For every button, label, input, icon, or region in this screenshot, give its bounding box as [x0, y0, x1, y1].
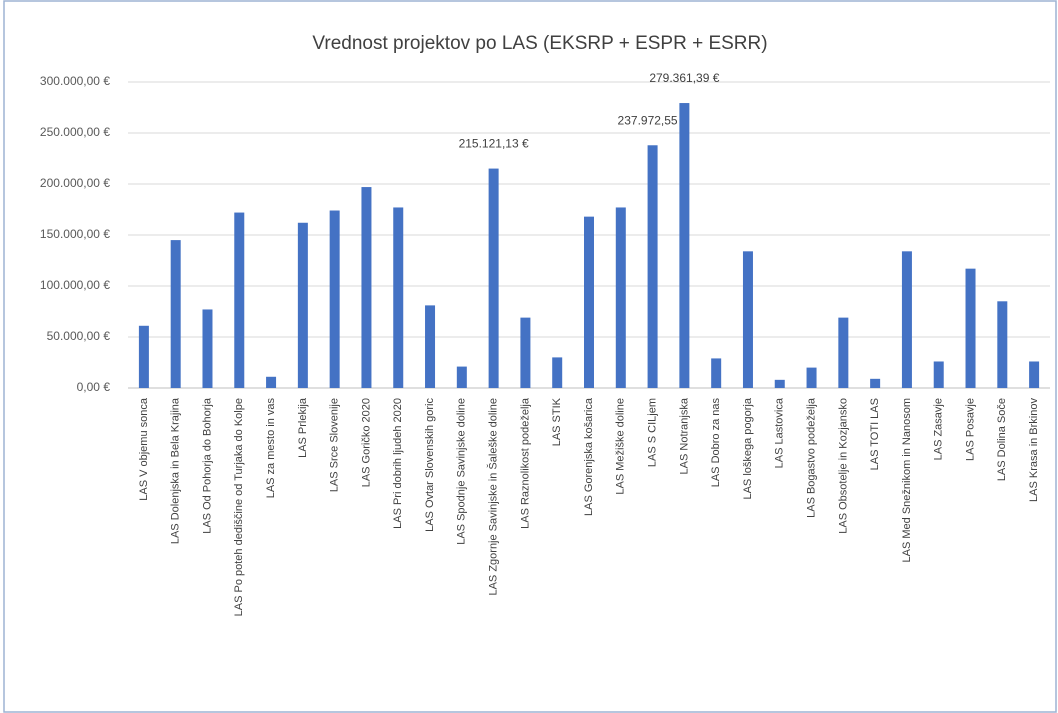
- bar: [965, 268, 976, 388]
- bar: [1029, 361, 1040, 388]
- x-tick-label: LAS Spodnje Savinjske doline: [456, 398, 468, 545]
- x-tick-label: LAS STIK: [551, 397, 563, 446]
- x-tick-label: LAS Od Pohorja do Bohorja: [201, 397, 213, 534]
- x-tick-label: LAS Dobro za nas: [710, 398, 722, 488]
- bar: [297, 222, 308, 388]
- bar: [552, 357, 563, 388]
- y-tick-label: 200.000,00 €: [40, 176, 110, 190]
- bar: [520, 317, 531, 388]
- bar: [425, 305, 436, 388]
- x-tick-label: LAS Posavje: [964, 398, 976, 461]
- y-tick-label: 100.000,00 €: [40, 278, 110, 292]
- x-tick-label: LAS Zasavje: [933, 398, 945, 460]
- data-label: 279.361,39 €: [649, 71, 719, 85]
- bar: [647, 145, 658, 388]
- bar: [361, 187, 372, 388]
- y-tick-label: 50.000,00 €: [47, 329, 111, 343]
- x-tick-label: LAS Zgornje Savinjske in Šaleške doline: [487, 398, 500, 596]
- data-label: 237.972,55 €: [618, 113, 688, 127]
- x-tick-label: LAS Raznolikost podeželja: [519, 397, 531, 529]
- bar: [456, 366, 467, 388]
- x-tick-label: LAS Dolenjska in Bela Krajina: [170, 397, 182, 544]
- bar: [774, 379, 785, 388]
- y-tick-label: 300.000,00 €: [40, 74, 110, 88]
- x-tick-label: LAS Med Snežnikom in Nanosom: [901, 398, 913, 562]
- x-tick-label: LAS loškega pogorja: [742, 397, 754, 499]
- bar: [266, 376, 277, 388]
- bar: [234, 212, 245, 388]
- bar: [933, 361, 944, 388]
- chart-title: Vrednost projektov po LAS (EKSRP + ESPR …: [312, 33, 767, 54]
- bar: [806, 367, 817, 388]
- x-tick-label: LAS za mesto in vas: [265, 398, 277, 499]
- bar: [711, 358, 722, 388]
- x-tick-label: LAS S CILjem: [646, 398, 658, 467]
- x-tick-label: LAS Gorenjska košarica: [583, 397, 595, 516]
- x-tick-label: LAS Pri dobrih ljudeh 2020: [392, 398, 404, 529]
- x-tick-label: LAS Goričko 2020: [360, 398, 372, 487]
- x-tick-label: LAS Obsotelje in Kozjansko: [837, 398, 849, 534]
- x-tick-label: LAS Ovtar Slovenskih goric: [424, 398, 436, 532]
- bar: [393, 207, 404, 388]
- x-tick-label: LAS Srce Slovenije: [329, 398, 341, 492]
- x-tick-label: LAS V objemu sonca: [138, 397, 150, 501]
- x-tick-label: LAS Lastovica: [774, 397, 786, 468]
- data-label: 215.121,13 €: [459, 137, 529, 151]
- bar: [584, 216, 594, 388]
- x-tick-label: LAS Notranjska: [678, 397, 690, 474]
- y-tick-label: 150.000,00 €: [40, 227, 110, 241]
- x-tick-label: LAS Mežiške doline: [615, 398, 627, 495]
- bar: [901, 251, 912, 388]
- bar: [138, 325, 149, 388]
- bar: [838, 317, 849, 388]
- x-tick-label: LAS Po poteh dediščine od Turjaka do Kol…: [233, 398, 245, 616]
- bar: [870, 378, 881, 388]
- x-tick-label: LAS TOTI LAS: [869, 398, 881, 470]
- bar: [742, 251, 753, 388]
- bar: [997, 301, 1008, 388]
- bar: [615, 207, 626, 388]
- x-tick-label: LAS Krasa in Brkinov: [1028, 398, 1040, 502]
- bar: [170, 240, 181, 388]
- bar: [488, 168, 499, 388]
- x-tick-label: LAS Dolina Soče: [996, 398, 1008, 481]
- bar: [329, 210, 340, 388]
- y-tick-label: 250.000,00 €: [40, 125, 110, 139]
- bar: [679, 103, 690, 388]
- y-tick-label: 0,00 €: [77, 380, 111, 394]
- x-tick-label: LAS Bogastvo podeželja: [805, 397, 817, 518]
- x-tick-label: LAS Prlekija: [297, 397, 309, 458]
- bar: [202, 309, 213, 388]
